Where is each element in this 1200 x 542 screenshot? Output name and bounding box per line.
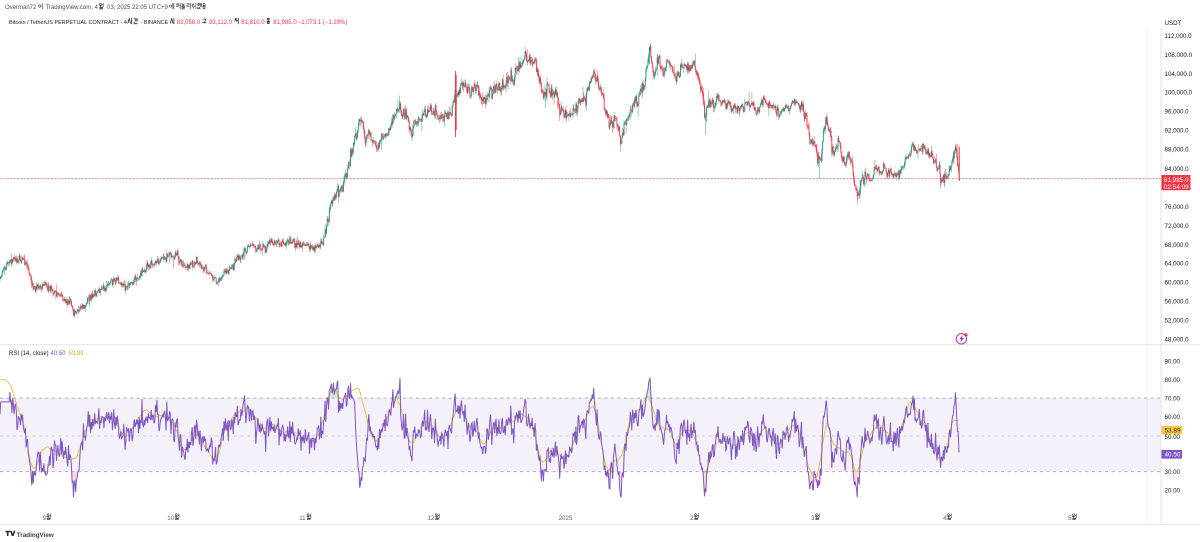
- svg-text:40.50: 40.50: [51, 351, 67, 357]
- svg-text:11: 11: [299, 515, 306, 522]
- svg-text:4: 4: [943, 515, 947, 522]
- svg-text:10: 10: [167, 515, 174, 522]
- svg-text:9: 9: [43, 515, 47, 522]
- svg-text:88,000.0: 88,000.0: [1165, 146, 1190, 153]
- svg-text:81,985.0: 81,985.0: [1164, 177, 1189, 184]
- svg-text:108,000.0: 108,000.0: [1165, 52, 1193, 59]
- svg-text:83,058.0: 83,058.0: [177, 20, 201, 26]
- svg-text:02:54:09: 02:54:09: [1164, 184, 1189, 191]
- svg-text:56,000.0: 56,000.0: [1165, 299, 1190, 306]
- svg-text:−1,073.1 (−1.29%): −1,073.1 (−1.29%): [298, 20, 348, 26]
- svg-text:60.00: 60.00: [1165, 414, 1181, 421]
- svg-text:60,000.0: 60,000.0: [1165, 280, 1190, 287]
- svg-text:12: 12: [428, 515, 435, 522]
- svg-text:5: 5: [1068, 515, 1072, 522]
- svg-text:30.00: 30.00: [1165, 469, 1181, 476]
- svg-text:80.00: 80.00: [1165, 377, 1181, 384]
- svg-text:RSI (14, close): RSI (14, close): [9, 351, 49, 357]
- svg-text:76,000.0: 76,000.0: [1165, 204, 1190, 211]
- svg-text:TradingView: TradingView: [17, 532, 54, 539]
- svg-text:81,985.0: 81,985.0: [273, 20, 297, 26]
- svg-text:96,000.0: 96,000.0: [1165, 109, 1190, 116]
- svg-text:52,000.0: 52,000.0: [1165, 317, 1190, 324]
- svg-text:81,810.0: 81,810.0: [241, 20, 265, 26]
- svg-text:TradingView.com, 4: TradingView.com, 4: [46, 5, 99, 11]
- svg-text:20.00: 20.00: [1165, 487, 1181, 494]
- svg-text:72,000.0: 72,000.0: [1165, 223, 1190, 230]
- svg-text:- BINANCE: - BINANCE: [141, 20, 169, 26]
- svg-text:68,000.0: 68,000.0: [1165, 242, 1190, 249]
- svg-text:104,000.0: 104,000.0: [1165, 71, 1193, 78]
- svg-text:2025: 2025: [559, 515, 573, 522]
- svg-text:90.00: 90.00: [1165, 359, 1181, 366]
- svg-text:100,000.0: 100,000.0: [1165, 90, 1193, 97]
- svg-text:112,000.0: 112,000.0: [1165, 33, 1193, 40]
- svg-text:Overman72: Overman72: [5, 5, 37, 11]
- svg-text:92,000.0: 92,000.0: [1165, 128, 1190, 135]
- svg-text:53.89: 53.89: [1165, 428, 1181, 435]
- svg-text:50.00: 50.00: [1165, 434, 1181, 441]
- svg-text:53.89: 53.89: [69, 351, 85, 357]
- svg-text:3: 3: [811, 515, 815, 522]
- svg-text:84,000.0: 84,000.0: [1165, 166, 1190, 173]
- svg-text:64,000.0: 64,000.0: [1165, 261, 1190, 268]
- svg-text:2: 2: [690, 515, 694, 522]
- svg-text:83,112.0: 83,112.0: [209, 20, 233, 26]
- svg-text:40.50: 40.50: [1165, 452, 1181, 459]
- svg-text:03, 2025 22:05 UTC+9: 03, 2025 22:05 UTC+9: [107, 5, 169, 11]
- svg-text:Bitcoin / TetherUS PERPETUAL C: Bitcoin / TetherUS PERPETUAL CONTRACT - …: [9, 20, 127, 26]
- svg-text:USDT: USDT: [1165, 20, 1182, 27]
- svg-text:48,000.0: 48,000.0: [1165, 336, 1190, 343]
- svg-text:70.00: 70.00: [1165, 396, 1181, 403]
